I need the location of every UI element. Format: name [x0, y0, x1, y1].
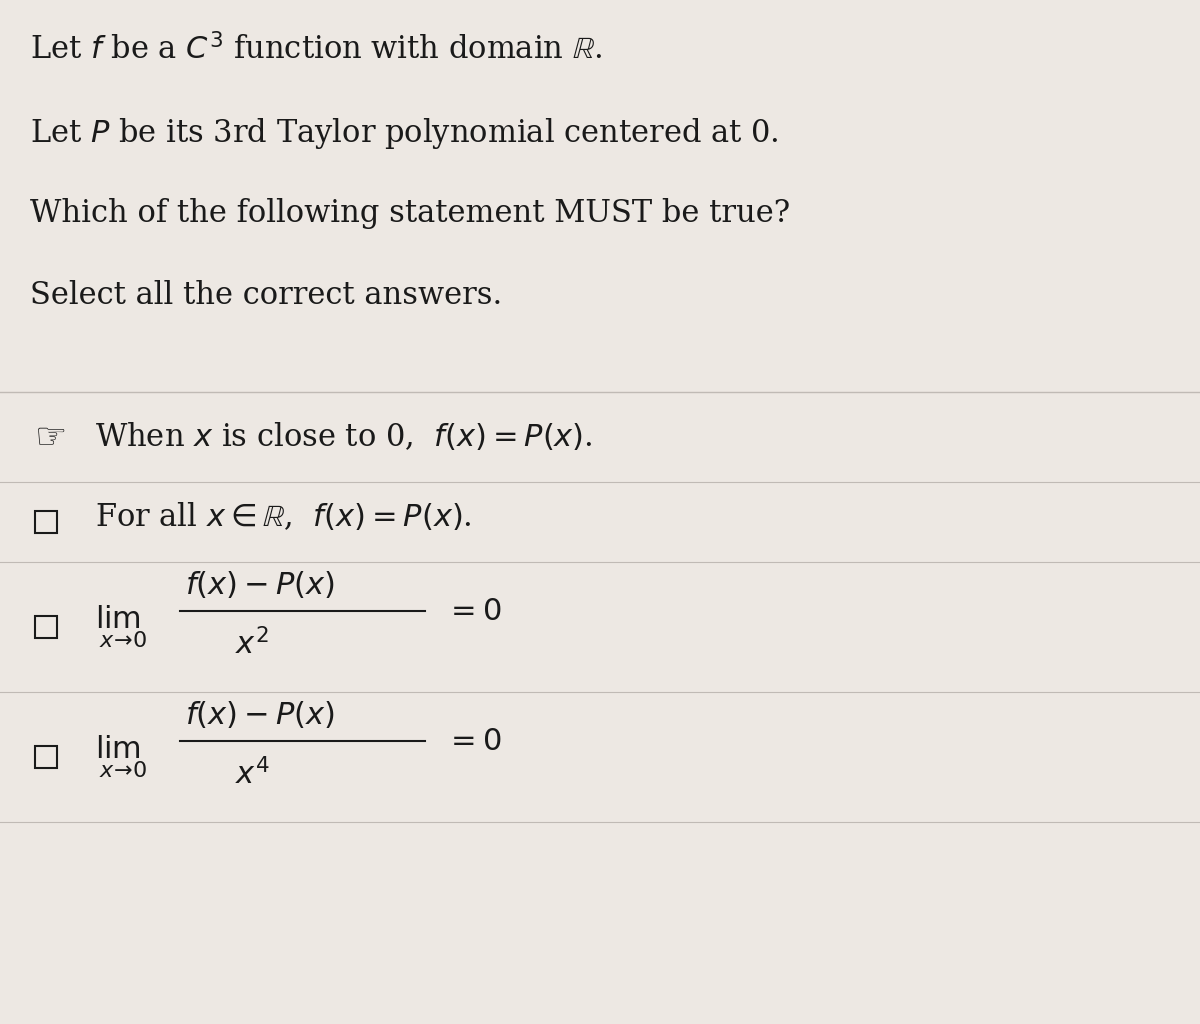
Bar	[35, 746, 58, 768]
Text: Let $f$ be a $C^3$ function with domain $\mathbb{R}$.: Let $f$ be a $C^3$ function with domain …	[30, 34, 602, 67]
Text: When $x$ is close to 0,  $f(x) = P(x)$.: When $x$ is close to 0, $f(x) = P(x)$.	[95, 421, 593, 453]
Text: $x\!\to\!0$: $x\!\to\!0$	[98, 630, 148, 652]
Text: $x\!\to\!0$: $x\!\to\!0$	[98, 760, 148, 782]
Bar	[35, 616, 58, 638]
Text: Which of the following statement MUST be true?: Which of the following statement MUST be…	[30, 198, 790, 229]
Text: ☞: ☞	[35, 420, 67, 454]
Text: $= 0$: $= 0$	[445, 596, 502, 627]
Text: $\lim$: $\lim$	[95, 603, 140, 635]
Bar	[35, 511, 58, 534]
Text: For all $x \in \mathbb{R}$,  $f(x) = P(x)$.: For all $x \in \mathbb{R}$, $f(x) = P(x)…	[95, 501, 472, 534]
Text: $\lim$: $\lim$	[95, 733, 140, 765]
Text: Let $P$ be its 3rd Taylor polynomial centered at 0.: Let $P$ be its 3rd Taylor polynomial cen…	[30, 116, 779, 151]
Text: Select all the correct answers.: Select all the correct answers.	[30, 280, 503, 311]
Text: $x^2$: $x^2$	[235, 629, 269, 662]
Text: $x^4$: $x^4$	[235, 759, 270, 792]
Text: $= 0$: $= 0$	[445, 725, 502, 757]
Text: $f(x) - P(x)$: $f(x) - P(x)$	[185, 570, 335, 601]
Text: $f(x) - P(x)$: $f(x) - P(x)$	[185, 700, 335, 731]
